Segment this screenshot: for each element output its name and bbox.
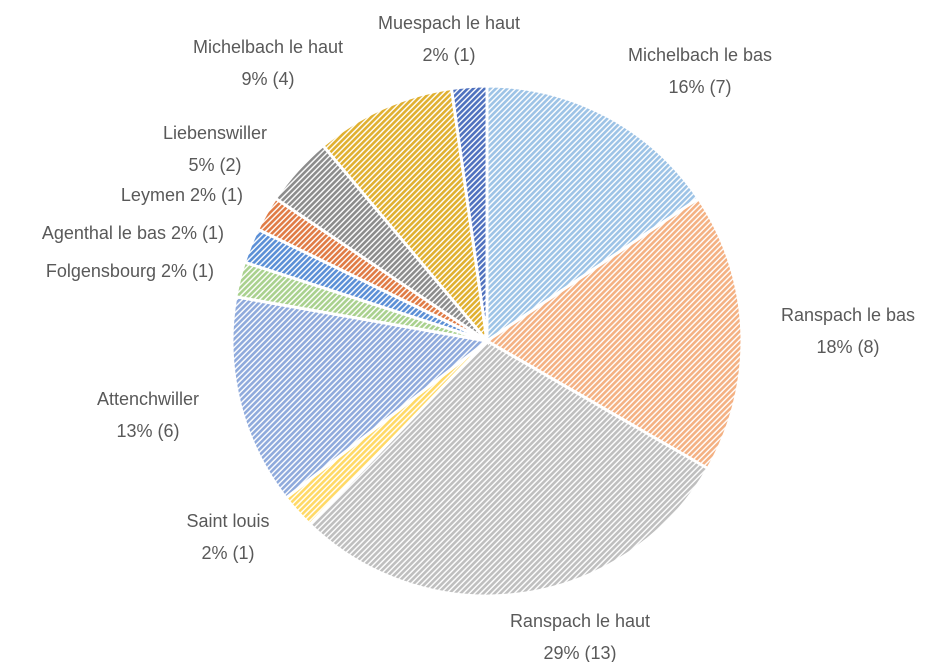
category-label: Saint louis: [186, 511, 269, 531]
value-label: 2% (1): [422, 45, 475, 65]
data-label: Agenthal le bas 2% (1): [42, 223, 224, 243]
pie-slice: [485, 84, 701, 344]
value-label: 2% (1): [171, 223, 224, 243]
value-label: 16% (7): [668, 77, 731, 97]
category-label: Liebenswiller: [163, 123, 267, 143]
pie-slice: [230, 294, 491, 501]
category-label: Folgensbourg: [46, 261, 156, 281]
value-label: 13% (6): [116, 421, 179, 441]
category-label: Attenchwiller: [97, 389, 199, 409]
value-label: 2% (1): [201, 543, 254, 563]
value-label: 2% (1): [190, 185, 243, 205]
pie-slice: [484, 196, 744, 471]
category-label: Ranspach le haut: [510, 611, 650, 631]
value-label: 5% (2): [188, 155, 241, 175]
category-label: Muespach le haut: [378, 13, 520, 33]
category-label: Ranspach le bas: [781, 305, 915, 325]
value-label: 2% (1): [161, 261, 214, 281]
data-label: Folgensbourg 2% (1): [46, 261, 214, 281]
category-label: Leymen: [121, 185, 185, 205]
category-label: Michelbach le haut: [193, 37, 343, 57]
value-label: 9% (4): [241, 69, 294, 89]
value-label: 29% (13): [543, 643, 616, 662]
pie-slice: [320, 86, 490, 346]
category-label: Michelbach le bas: [628, 45, 772, 65]
pie-slice: [307, 339, 710, 598]
data-label: Leymen 2% (1): [121, 185, 243, 205]
category-label: Agenthal le bas: [42, 223, 166, 243]
pie-slice: [449, 84, 489, 342]
value-label: 18% (8): [816, 337, 879, 357]
